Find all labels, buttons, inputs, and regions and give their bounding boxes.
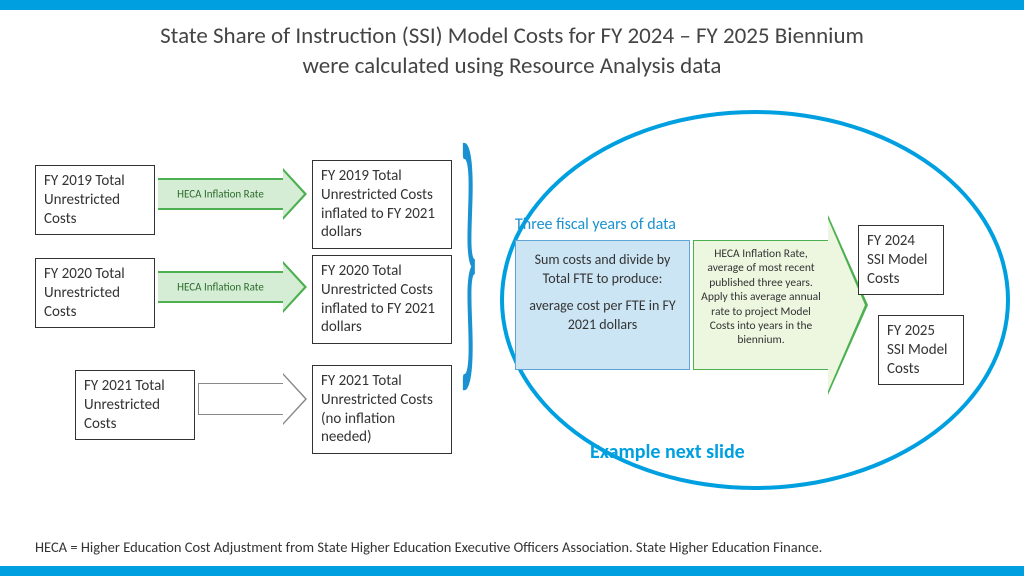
- arrow-noninflation: [198, 383, 283, 415]
- projection-arrow-text: HECA Inflation Rate, average of most rec…: [698, 247, 824, 348]
- arrow-heca-1-head-fill: [283, 171, 304, 217]
- bottom-accent-bar: [0, 566, 1024, 576]
- arrow-heca-1-label: HECA Inflation Rate: [158, 188, 283, 201]
- box-fy2021-inflated: FY 2021 Total Unrestricted Costs (no inf…: [312, 365, 452, 454]
- title-line-1: State Share of Instruction (SSI) Model C…: [160, 22, 864, 50]
- slide-title: State Share of Instruction (SSI) Model C…: [0, 22, 1024, 82]
- example-next-slide-label: Example next slide: [590, 440, 745, 464]
- box-fy2020-source: FY 2020 Total Unrestricted Costs: [35, 258, 155, 328]
- curly-brace-icon: }: [460, 111, 477, 399]
- box-fy2024-output: FY 2024 SSI Model Costs: [858, 225, 944, 295]
- top-accent-bar: [0, 0, 1024, 10]
- box-fy2021-source: FY 2021 Total Unrestricted Costs: [75, 370, 195, 440]
- sum-costs-box: Sum costs and divide by Total FTE to pro…: [515, 240, 690, 370]
- title-line-2: were calculated using Resource Analysis …: [303, 52, 722, 80]
- three-years-label: Three fiscal years of data: [515, 215, 676, 234]
- arrow-heca-2-label: HECA Inflation Rate: [158, 281, 283, 294]
- arrow-noninflation-head-fill: [283, 375, 305, 423]
- arrow-heca-2: HECA Inflation Rate: [158, 271, 283, 303]
- arrow-heca-2-head-fill: [283, 264, 304, 310]
- box-fy2019-inflated: FY 2019 Total Unrestricted Costs inflate…: [312, 160, 452, 249]
- box-fy2019-source: FY 2019 Total Unrestricted Costs: [35, 165, 155, 235]
- box-fy2025-output: FY 2025 SSI Model Costs: [878, 315, 964, 385]
- projection-arrow: HECA Inflation Rate, average of most rec…: [693, 240, 828, 370]
- sum-costs-line1: Sum costs and divide by Total FTE to pro…: [524, 251, 681, 289]
- box-fy2020-inflated: FY 2020 Total Unrestricted Costs inflate…: [312, 255, 452, 344]
- arrow-heca-1: HECA Inflation Rate: [158, 178, 283, 210]
- sum-costs-line2: average cost per FTE in FY 2021 dollars: [524, 297, 681, 335]
- heca-footnote: HECA = Higher Education Cost Adjustment …: [35, 538, 1004, 556]
